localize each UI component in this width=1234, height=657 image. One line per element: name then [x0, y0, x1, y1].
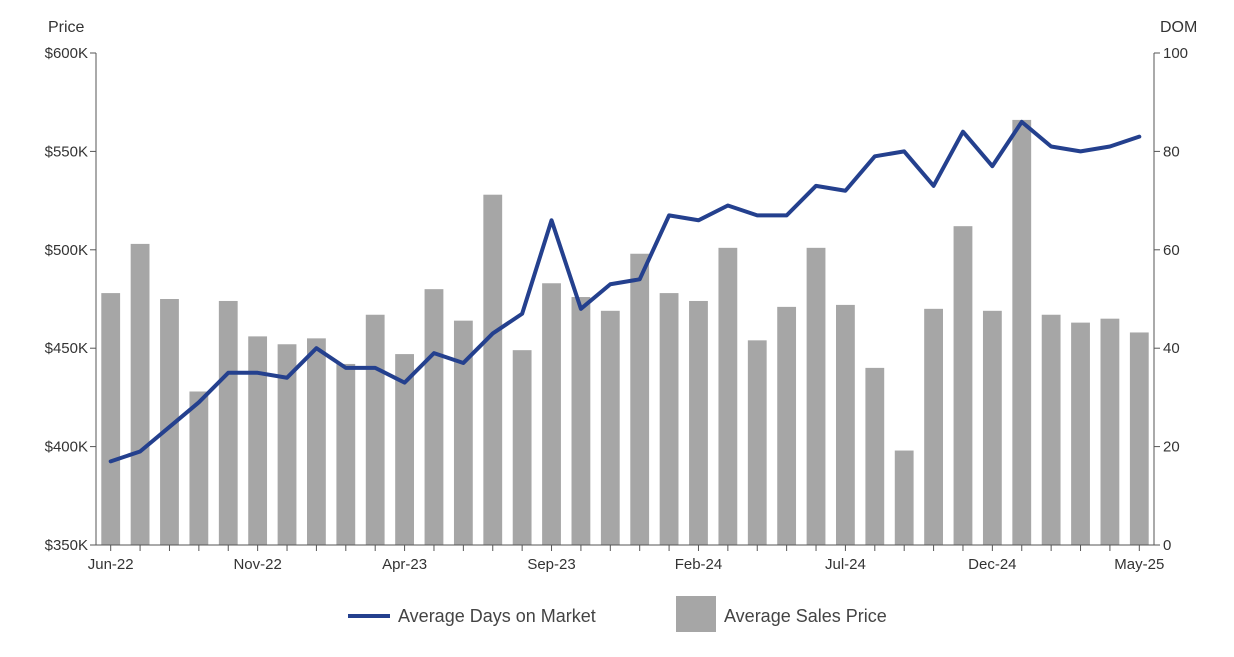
right-tick-label: 100 — [1163, 45, 1188, 62]
price-bar — [660, 293, 679, 545]
x-axis-ticks: Jun-22 Nov-22 Apr-23 Sep-23 Feb-24 Jul-24 Dec-… — [88, 545, 1165, 573]
left-tick-label: $350K — [45, 537, 88, 554]
legend-label-price: Average Sales Price — [724, 606, 887, 626]
price-bar — [483, 195, 502, 545]
legend: Average Days on Market Average Sales Pri… — [348, 596, 887, 632]
price-bar — [1130, 332, 1149, 545]
price-bar — [777, 307, 796, 545]
right-tick-label: 80 — [1163, 143, 1180, 160]
right-tick-label: 40 — [1163, 340, 1180, 357]
price-bar — [836, 305, 855, 545]
price-bar — [513, 350, 532, 545]
price-bar — [189, 392, 208, 546]
bar-series-group — [101, 120, 1148, 545]
price-bar — [865, 368, 884, 545]
price-bar — [219, 301, 238, 545]
price-bar — [101, 293, 120, 545]
legend-bar-swatch — [676, 596, 716, 632]
price-bar — [307, 338, 326, 545]
price-bar — [718, 248, 737, 545]
price-bar — [542, 283, 561, 545]
left-tick-label: $600K — [45, 45, 88, 62]
price-bar — [748, 340, 767, 545]
x-tick-label: May-25 — [1114, 556, 1164, 573]
price-bar — [1042, 315, 1061, 545]
x-tick-label: Feb-24 — [675, 556, 723, 573]
price-bar — [1012, 120, 1031, 545]
price-bar — [366, 315, 385, 545]
right-axis-title: DOM — [1160, 19, 1197, 36]
price-bar — [601, 311, 620, 545]
left-tick-label: $500K — [45, 242, 88, 259]
x-tick-label: Nov-22 — [233, 556, 281, 573]
right-axis-ticks: 0 20 40 60 80 100 — [1154, 45, 1188, 554]
left-tick-label: $550K — [45, 143, 88, 160]
price-bar — [895, 451, 914, 545]
legend-label-dom: Average Days on Market — [398, 606, 596, 626]
price-bar — [1071, 323, 1090, 545]
x-tick-label: Jun-22 — [88, 556, 134, 573]
right-tick-label: 60 — [1163, 242, 1180, 259]
price-bar — [278, 344, 297, 545]
price-bar — [131, 244, 150, 545]
price-bar — [336, 364, 355, 545]
price-bar — [248, 336, 267, 545]
price-bar — [807, 248, 826, 545]
x-tick-label: Dec-24 — [968, 556, 1016, 573]
price-bar — [572, 297, 591, 545]
left-axis-title: Price — [48, 19, 85, 36]
price-bar — [630, 254, 649, 545]
price-bar — [689, 301, 708, 545]
price-bar — [924, 309, 943, 545]
x-tick-label: Jul-24 — [825, 556, 866, 573]
price-bar — [1101, 319, 1120, 545]
right-tick-label: 0 — [1163, 537, 1171, 554]
price-bar — [983, 311, 1002, 545]
price-bar — [954, 226, 973, 545]
left-tick-label: $450K — [45, 340, 88, 357]
right-tick-label: 20 — [1163, 439, 1180, 456]
left-axis-ticks: $350K $400K $450K $500K $550K $600K — [45, 45, 96, 554]
left-tick-label: $400K — [45, 439, 88, 456]
x-tick-label: Apr-23 — [382, 556, 427, 573]
x-tick-label: Sep-23 — [527, 556, 575, 573]
price-bar — [425, 289, 444, 545]
